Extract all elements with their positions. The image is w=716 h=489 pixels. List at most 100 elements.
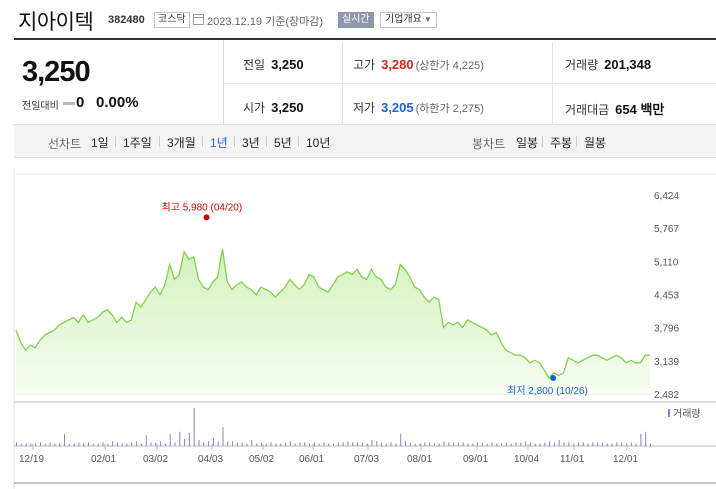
company-overview-button[interactable]: 기업개요 ▼ [380, 12, 437, 28]
volume-bar [188, 432, 190, 446]
tab-1d[interactable]: 1일 [91, 136, 109, 150]
volume-bar [414, 443, 416, 446]
volume-bar [433, 443, 435, 446]
volume-bar [606, 443, 608, 446]
y-tick-label: 5,110 [654, 257, 679, 268]
open-label: 시가 [243, 101, 266, 115]
tab-3m[interactable]: 3개월 [167, 136, 196, 150]
market-badge: 코스닥 [154, 12, 190, 28]
volume-bar [558, 440, 560, 446]
volume-bar [361, 442, 363, 446]
divider [552, 42, 553, 126]
price-chart-svg: 6,424 5,767 5,110 4,453 3,796 3,139 2,482 최고 5,… [13, 168, 716, 489]
volume-bar [49, 442, 51, 446]
amount-cell: 거래대금 654 백만 [565, 99, 664, 118]
chevron-down-icon: ▼ [423, 15, 432, 24]
volume-bar [217, 441, 219, 447]
tab-separator [542, 136, 543, 147]
volume-bar [640, 434, 642, 446]
volume-bar [112, 441, 114, 447]
volume-bar [140, 443, 142, 446]
amount-label: 거래대금 [565, 103, 610, 117]
volume-bar [443, 441, 445, 447]
tab-separator [298, 136, 299, 147]
chart-tab-bar: 선차트 1일 1주일 3개월 1년 3년 5년 10년 봉차트 일봉 주봉 월봉 [14, 125, 716, 158]
high-label: 고가 [353, 58, 376, 72]
volume-bar [227, 441, 229, 447]
volume-legend-icon [668, 409, 670, 417]
tab-monthly[interactable]: 월봉 [584, 136, 607, 150]
tab-separator [115, 136, 116, 147]
volume-bar [419, 443, 421, 446]
volume-bar [155, 442, 157, 446]
volume-bar [453, 442, 455, 446]
current-price-box: 3,250 전일대비 0 0.00% [14, 40, 224, 126]
volume-bar [97, 443, 99, 446]
volume-bar [467, 443, 469, 446]
volume-bar [102, 442, 104, 446]
prev-close-value: 3,250 [271, 57, 304, 72]
volume-bar [371, 440, 373, 446]
volume-bar [544, 442, 546, 446]
volume-bar [510, 443, 512, 446]
volume-label: 거래량 [565, 58, 599, 72]
volume-bar [505, 442, 507, 446]
y-tick-label: 4,453 [654, 291, 679, 302]
volume-bar [275, 443, 277, 446]
max-label: 최고 5,980 (04/20) [162, 201, 243, 213]
volume-bar [582, 442, 584, 446]
volume-bar [390, 442, 392, 446]
volume-bar [251, 440, 253, 446]
tab-5y[interactable]: 5년 [274, 136, 292, 150]
volume-bar [650, 443, 651, 446]
volume-bar [395, 443, 397, 446]
low-value: 3,205 [381, 100, 414, 115]
tab-3y[interactable]: 3년 [242, 136, 260, 150]
x-tick-label: 09/01 [463, 454, 488, 465]
y-tick-label: 3,796 [654, 324, 679, 335]
volume-bar [429, 442, 431, 446]
x-tick-label: 02/01 [91, 454, 116, 465]
x-tick-label: 05/02 [249, 454, 274, 465]
volume-bar [405, 441, 406, 447]
volume-bar [198, 440, 200, 446]
volume-cell: 거래량 201,348 [565, 56, 651, 73]
volume-bar [520, 442, 522, 446]
tab-1y[interactable]: 1년 [210, 136, 228, 150]
realtime-button[interactable]: 실시간 [338, 12, 374, 28]
volume-bar [563, 442, 565, 446]
volume-bar [16, 442, 17, 446]
lower-limit: (하한가 2,275) [415, 103, 484, 115]
volume-bar [68, 443, 70, 446]
high-value: 3,280 [381, 57, 414, 72]
volume-bar [337, 442, 339, 446]
volume-bar [64, 434, 65, 446]
volume-bar [150, 442, 152, 446]
tab-1w[interactable]: 1주일 [123, 136, 152, 150]
volume-bar [496, 443, 498, 446]
volume-bar [261, 442, 262, 446]
volume-bar [501, 443, 503, 446]
price-summary: 3,250 전일대비 0 0.00% 전일 3,250 시가 3,250 고가 3,2… [14, 38, 716, 126]
tab-10y[interactable]: 10년 [306, 136, 331, 150]
min-point [550, 374, 557, 381]
tab-weekly[interactable]: 주봉 [550, 136, 573, 150]
volume-bar [116, 442, 118, 446]
volume-bar [553, 442, 555, 446]
volume-bar [54, 443, 56, 446]
volume-bar [73, 443, 75, 446]
tab-daily[interactable]: 일봉 [516, 136, 539, 150]
volume-bar [477, 442, 479, 446]
line-chart-title: 선차트 [48, 137, 82, 151]
volume-bar [83, 443, 85, 446]
volume-bar [294, 443, 296, 446]
volume-bar [481, 442, 483, 446]
change-value: 0 [76, 94, 85, 111]
x-tick-label: 06/01 [299, 454, 324, 465]
y-tick-label: 3,139 [654, 357, 679, 368]
x-tick-label: 07/03 [354, 454, 379, 465]
volume-bar [424, 442, 426, 446]
volume-bar [323, 442, 325, 446]
volume-bar [462, 442, 464, 446]
volume-bar [44, 443, 46, 446]
